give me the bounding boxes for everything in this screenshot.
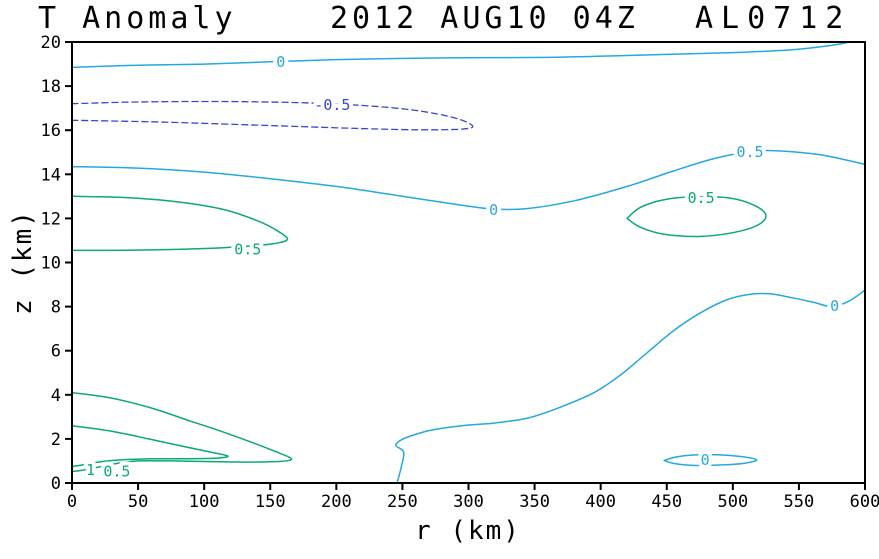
- contour-value-label: 0.5: [736, 143, 763, 161]
- contour-value-label: 0.5: [688, 189, 715, 207]
- contour-value-label: -0.5: [314, 96, 350, 114]
- x-axis-title: r (km): [415, 516, 521, 546]
- contour-line-0: [663, 453, 758, 467]
- plot-border: [71, 41, 866, 484]
- y-tick-label: 16: [41, 121, 61, 141]
- y-tick-label: 10: [41, 254, 61, 274]
- y-tick-label: 20: [41, 33, 61, 53]
- contour-line--0.5: [71, 100, 474, 131]
- x-tick-label: 500: [717, 492, 748, 512]
- x-tick-label: 200: [321, 492, 352, 512]
- x-tick-label: 50: [128, 492, 148, 512]
- y-tick-label: 6: [51, 342, 61, 362]
- contour-value-label: 0: [830, 297, 839, 315]
- x-tick-label: 400: [585, 492, 616, 512]
- x-tick-label: 450: [651, 492, 682, 512]
- contour-value-label: 1: [86, 461, 95, 479]
- x-tick-label: 550: [784, 492, 815, 512]
- y-tick-label: 14: [41, 165, 61, 185]
- contour-line-1: [71, 424, 229, 468]
- contour-line-0: [395, 289, 866, 484]
- contour-value-label: 0: [489, 201, 498, 219]
- x-tick-label: 250: [387, 492, 418, 512]
- y-tick-label: 8: [51, 298, 61, 318]
- contour-line-0.5: [626, 195, 767, 238]
- plot-datetime: 2012 AUG10 04Z: [330, 1, 639, 36]
- contour-line-0: [71, 41, 850, 69]
- contour-line-0.5: [71, 195, 289, 252]
- plot-storm-id: AL0712: [695, 1, 852, 36]
- y-tick-label: 0: [51, 474, 61, 494]
- x-tick-label: 600: [850, 492, 879, 512]
- y-axis-title: z (km): [8, 209, 38, 315]
- contour-value-label: 0.5: [234, 240, 261, 258]
- contour-line-0: [71, 149, 866, 211]
- contour-value-label: 0: [276, 53, 285, 71]
- y-tick-label: 2: [51, 430, 61, 450]
- y-tick-label: 12: [41, 209, 61, 229]
- x-tick-label: 300: [453, 492, 484, 512]
- contour-value-label: 0.5: [103, 463, 130, 481]
- y-tick-label: 4: [51, 386, 61, 406]
- contour-line-0.5: [71, 391, 293, 473]
- x-tick-label: 350: [519, 492, 550, 512]
- x-tick-label: 150: [255, 492, 286, 512]
- plot-title: T Anomaly: [38, 1, 237, 36]
- x-tick-label: 100: [189, 492, 220, 512]
- y-tick-label: 18: [41, 77, 61, 97]
- contour-value-label: 0: [701, 451, 710, 469]
- x-tick-label: 0: [67, 492, 77, 512]
